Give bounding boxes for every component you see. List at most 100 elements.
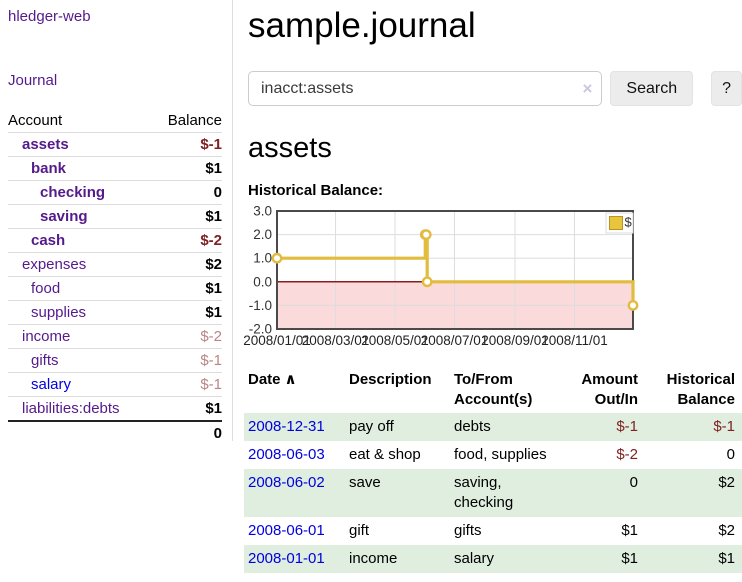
main-content: sample.journal × Search ? assets Histori…: [243, 0, 742, 574]
account-row: gifts $-1: [8, 348, 222, 373]
description-column-header: Description: [349, 371, 432, 389]
search-button[interactable]: Search: [610, 71, 694, 107]
transaction-balance: $1: [642, 545, 742, 574]
sidebar: hledger-web Journal Account Balance asse…: [0, 0, 233, 445]
svg-text:2008/03/01: 2008/03/01: [302, 333, 370, 348]
account-link[interactable]: cash: [31, 232, 66, 249]
search-input[interactable]: [248, 71, 603, 107]
accounts-total-value: 0: [152, 420, 222, 445]
account-link[interactable]: bank: [31, 160, 67, 177]
transaction-description: save: [345, 469, 450, 518]
account-balance: $1: [152, 300, 222, 325]
svg-text:2008/05/01: 2008/05/01: [361, 333, 429, 348]
sort-ascending-icon: ∧: [284, 371, 297, 389]
account-row: food $1: [8, 276, 222, 301]
register-row: 2008-06-01 gift gifts $1 $2: [244, 517, 742, 545]
account-heading: assets: [248, 132, 332, 165]
transaction-amount: $1: [560, 545, 642, 574]
transaction-balance: $-1: [642, 413, 742, 442]
register-row: 2008-06-03 eat & shop food, supplies $-2…: [244, 441, 742, 469]
transaction-accounts: gifts: [454, 522, 482, 540]
transaction-accounts: saving, checking: [450, 469, 560, 518]
transaction-balance: $2: [642, 469, 742, 518]
account-balance: $-2: [152, 228, 222, 253]
account-link[interactable]: gifts: [31, 352, 59, 369]
transaction-date-link[interactable]: 2008-01-01: [248, 550, 325, 568]
transaction-date-link[interactable]: 2008-12-31: [248, 418, 325, 436]
transaction-description: gift: [349, 522, 370, 540]
transaction-balance: 0: [726, 446, 735, 464]
transaction-amount: $-1: [560, 413, 642, 442]
register-row: 2008-06-02 save saving, checking 0 $2: [244, 469, 742, 518]
account-link[interactable]: expenses: [22, 256, 87, 273]
svg-text:2008/01/01: 2008/01/01: [243, 333, 311, 348]
transaction-description: income: [345, 545, 450, 574]
page-title: sample.journal: [248, 6, 476, 45]
svg-text:0.0: 0.0: [253, 274, 272, 289]
account-balance: $1: [152, 204, 222, 229]
account-row: assets $-1: [8, 132, 222, 157]
register-row: 2008-01-01 income salary $1 $1: [244, 545, 742, 574]
account-balance: $-1: [152, 372, 222, 397]
svg-text:2008/11/01: 2008/11/01: [541, 333, 608, 348]
transaction-amount: $-2: [616, 446, 638, 464]
transaction-balance: $2: [718, 522, 735, 540]
svg-text:1.0: 1.0: [253, 251, 272, 266]
account-row: supplies $1: [8, 300, 222, 325]
transaction-description: pay off: [345, 413, 450, 442]
account-row: income $-2: [8, 324, 222, 349]
account-row: bank $1: [8, 156, 222, 181]
transaction-accounts: debts: [450, 413, 560, 442]
account-balance: $1: [152, 276, 222, 301]
account-balance: $-1: [152, 348, 222, 373]
accounts-total-row: 0: [8, 420, 222, 445]
account-link[interactable]: assets: [22, 136, 69, 153]
account-link[interactable]: liabilities:debts: [22, 400, 120, 417]
clear-search-icon[interactable]: ×: [582, 78, 593, 98]
account-row: cash $-2: [8, 228, 222, 253]
account-link[interactable]: salary: [31, 376, 72, 393]
account-link[interactable]: food: [31, 280, 61, 297]
account-row: liabilities:debts $1: [8, 396, 222, 421]
account-balance: $-1: [152, 132, 222, 157]
transaction-date-link[interactable]: 2008-06-01: [248, 522, 325, 540]
date-column-header[interactable]: Date ∧: [248, 371, 297, 389]
svg-text:-2.0: -2.0: [249, 322, 272, 337]
search-form: × Search ?: [248, 71, 742, 107]
balance-column-header: Balance: [167, 112, 222, 129]
transaction-description: eat & shop: [349, 446, 421, 464]
chart-canvas: $3.0 2.0 1.0 0.0 -1.0 -2.02008/01/012008/03/0…: [243, 204, 639, 348]
account-row: salary $-1: [8, 372, 222, 397]
historical-balance-column-header: Historical Balance: [666, 371, 735, 409]
account-row: saving $1: [8, 204, 222, 229]
chart-title: Historical Balance:: [248, 182, 384, 200]
app-title-link[interactable]: hledger-web: [8, 8, 91, 25]
account-balance: $1: [152, 396, 222, 421]
account-link[interactable]: income: [22, 328, 71, 345]
transaction-accounts: food, supplies: [454, 446, 547, 464]
transaction-amount: $1: [621, 522, 638, 540]
register-table: Date ∧ Description To/From Account(s) Amo…: [244, 368, 742, 574]
sidebar-item-journal[interactable]: Journal: [8, 72, 58, 89]
transaction-date-link[interactable]: 2008-06-03: [248, 446, 325, 464]
account-row: checking 0: [8, 180, 222, 205]
accounts-balance-table: Account Balance assets $-1 bank $1 check…: [8, 109, 222, 445]
transaction-date-link[interactable]: 2008-06-02: [248, 474, 325, 492]
svg-text:-1.0: -1.0: [249, 298, 272, 313]
accounts-column-header: To/From Account(s): [454, 371, 533, 409]
register-table-header: Date ∧ Description To/From Account(s) Amo…: [244, 368, 742, 413]
account-row: expenses $2: [8, 252, 222, 277]
account-link[interactable]: supplies: [31, 304, 87, 321]
help-button[interactable]: ?: [711, 71, 742, 107]
svg-text:2008/09/01: 2008/09/01: [481, 333, 549, 348]
svg-text:2008/07/01: 2008/07/01: [421, 333, 489, 348]
transaction-amount: 0: [560, 469, 642, 518]
svg-text:2.0: 2.0: [253, 227, 272, 242]
svg-text:$: $: [625, 215, 633, 230]
amount-column-header: Amount Out/In: [581, 371, 638, 409]
account-link[interactable]: checking: [40, 184, 106, 201]
account-link[interactable]: saving: [40, 208, 88, 225]
account-column-header: Account: [8, 112, 63, 129]
historical-balance-chart: $3.0 2.0 1.0 0.0 -1.0 -2.0 2008/01/01 2008/03/0…: [240, 204, 742, 353]
account-balance: $1: [152, 156, 222, 181]
